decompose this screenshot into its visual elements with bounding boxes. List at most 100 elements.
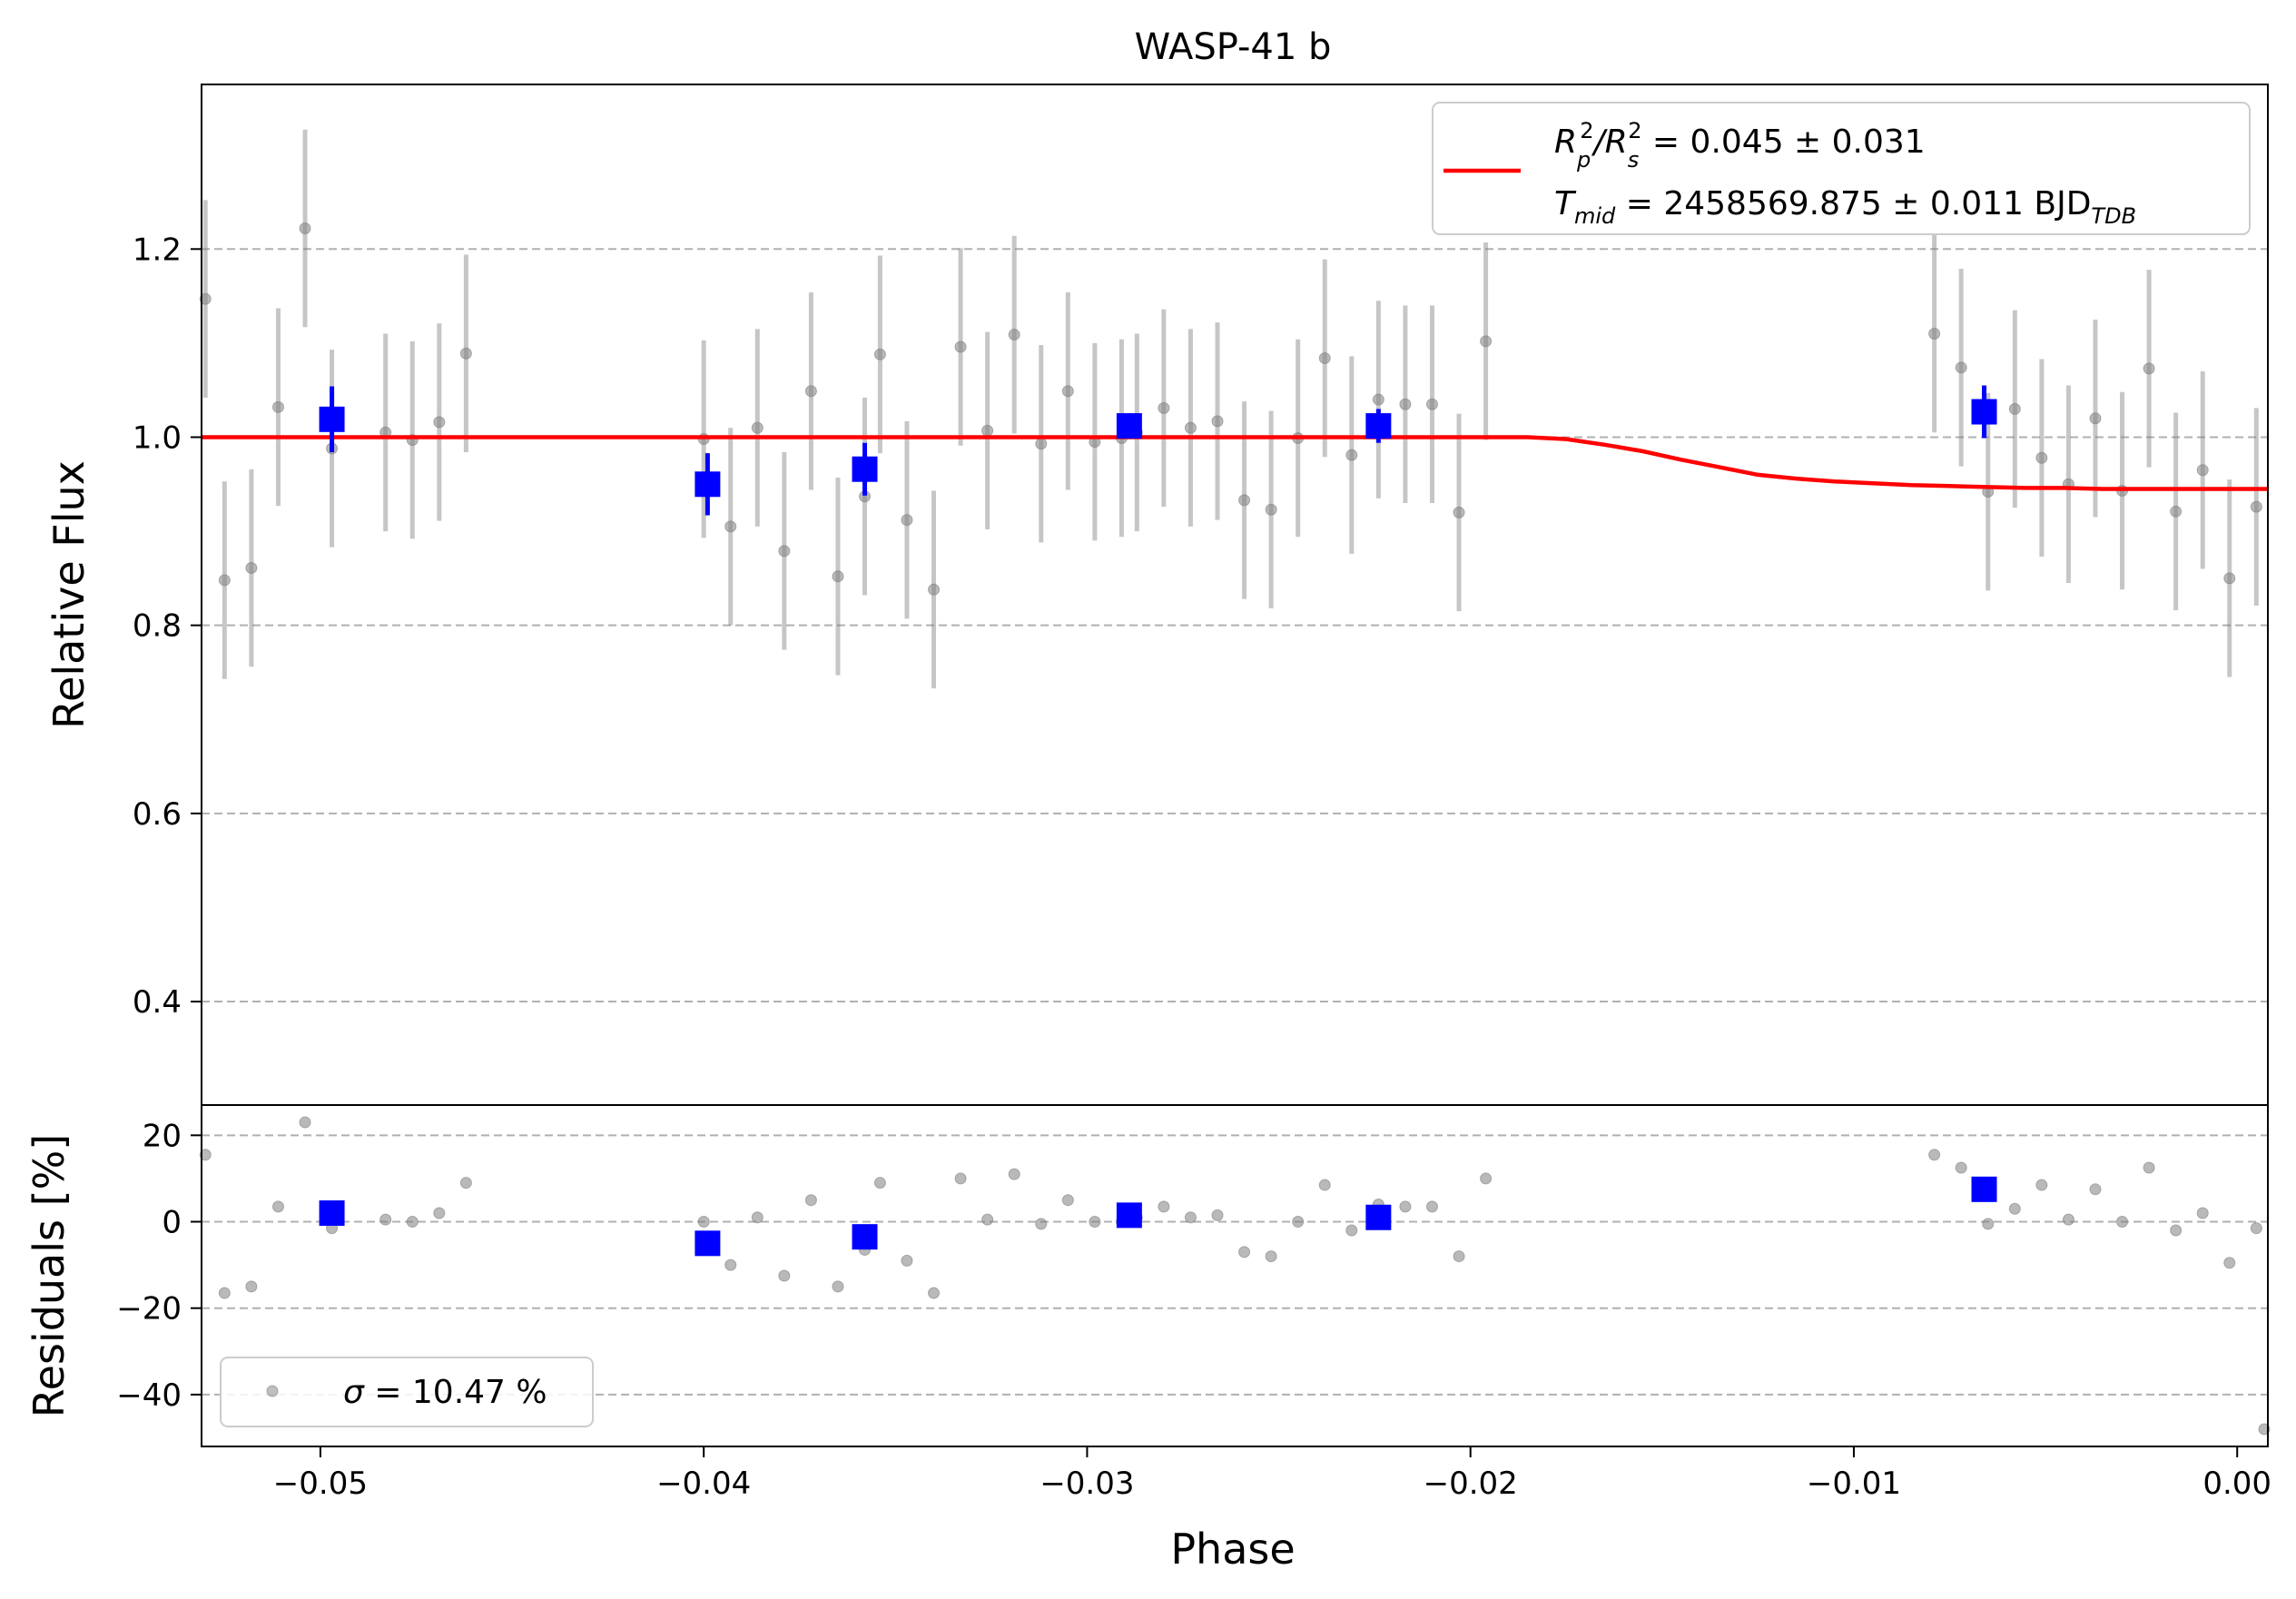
top-binned-point (1971, 399, 1997, 425)
bottom-y-tick-label: −40 (116, 1377, 182, 1414)
bottom-binned-point (695, 1230, 721, 1257)
top-legend-box (1432, 102, 2251, 235)
bottom-data-point (1955, 1161, 1967, 1174)
bottom-binned-points (319, 1176, 1997, 1257)
bottom-data-point (2143, 1161, 2155, 1174)
top-y-tick-label: 1.2 (133, 232, 182, 268)
top-data-point (271, 400, 284, 413)
bottom-gridlines (202, 1134, 2268, 1396)
bottom-y-ticks: −40 −20 0 20 (116, 1118, 202, 1414)
top-data-point (1318, 351, 1331, 364)
top-binned-point (319, 406, 345, 432)
top-data-point (1211, 415, 1224, 428)
bottom-data-point (1292, 1216, 1305, 1229)
top-y-tick-label: 0.4 (133, 984, 182, 1021)
bottom-data-point (1158, 1200, 1170, 1213)
bottom-data-point (1265, 1250, 1277, 1263)
top-data-point (1453, 506, 1465, 518)
top-data-point (1061, 385, 1074, 398)
bottom-data-point (697, 1216, 710, 1229)
bottom-data-point (832, 1280, 844, 1293)
bottom-data-point (459, 1177, 472, 1189)
bottom-data-point (2250, 1222, 2262, 1235)
bottom-data-point (2223, 1257, 2236, 1269)
top-y-tick-label: 1.0 (133, 419, 182, 456)
bottom-data-point (1453, 1250, 1465, 1263)
top-data-point (218, 574, 231, 587)
x-axis-label: Phase (1170, 1525, 1295, 1574)
top-binned-points (319, 385, 1997, 516)
top-data-point (1955, 361, 1967, 374)
bottom-data-point (406, 1216, 419, 1229)
bottom-data-point (2035, 1179, 2048, 1191)
bottom-data-point (199, 1149, 212, 1161)
chart-title: WASP-41 b (1135, 26, 1332, 68)
bottom-data-point (2089, 1183, 2102, 1196)
top-data-point (901, 514, 913, 527)
top-data-point (1035, 438, 1048, 450)
legend-radius-ratio: Rp2/Rs2 = 0.045 ± 0.031 (1554, 118, 1926, 173)
top-legend: Rp2/Rs2 = 0.045 ± 0.031 Tmid = 2458569.8… (1432, 102, 2251, 235)
top-panel: 0.4 0.6 0.8 1.0 1.2 Rp2/Rs2 = 0.045 ± 0.031 … (44, 84, 2269, 1106)
bottom-data-point (1318, 1179, 1331, 1191)
bottom-data-point (1184, 1211, 1197, 1224)
top-data-point (2143, 362, 2155, 375)
bottom-data-point (2008, 1202, 2021, 1215)
top-data-point (1184, 421, 1197, 434)
bottom-data-point (981, 1213, 994, 1226)
top-binned-point (1116, 413, 1142, 439)
top-data-point (751, 421, 764, 434)
bottom-data-point (271, 1200, 284, 1213)
bottom-y-tick-label: 20 (143, 1118, 182, 1154)
top-data-point (1425, 398, 1438, 410)
top-data-point (1238, 494, 1251, 507)
top-data-point (1928, 328, 1941, 341)
top-y-tick-label: 0.6 (133, 796, 182, 833)
x-tick-label: −0.03 (1040, 1466, 1134, 1502)
top-data-point (804, 385, 817, 398)
bottom-data-point (1035, 1218, 1048, 1230)
bottom-data-point (751, 1211, 764, 1224)
top-data-point (724, 520, 737, 533)
top-binned-point (1365, 413, 1392, 439)
bottom-data-point (954, 1172, 967, 1185)
bottom-data-point (2170, 1224, 2183, 1237)
top-data-point (2196, 464, 2209, 477)
bottom-data-point (379, 1213, 392, 1226)
top-data-point (2170, 505, 2183, 518)
top-data-point (2008, 402, 2021, 415)
top-data-point (1480, 335, 1493, 348)
bottom-data-point (1211, 1209, 1224, 1221)
top-data-point (873, 348, 886, 360)
bottom-data-point (873, 1177, 886, 1189)
bottom-data-point (804, 1194, 817, 1207)
top-data-point (2250, 500, 2262, 513)
top-data-point (245, 561, 258, 574)
bottom-data-point (1008, 1168, 1020, 1180)
top-data-point (1345, 449, 1358, 461)
top-y-ticks: 0.4 0.6 0.8 1.0 1.2 (133, 232, 202, 1021)
bottom-binned-point (852, 1224, 878, 1250)
top-data-point (1008, 329, 1020, 341)
bottom-data-point (2062, 1213, 2074, 1226)
bottom-data-point (299, 1116, 311, 1129)
bottom-y-tick-label: 0 (162, 1205, 182, 1241)
bottom-legend: σ = 10.47 % (220, 1357, 594, 1427)
legend-sigma: σ = 10.47 % (343, 1374, 547, 1411)
bottom-data-point (245, 1280, 258, 1293)
top-data-point (778, 545, 791, 558)
bottom-data-point (928, 1287, 941, 1299)
bottom-binned-point (1971, 1176, 1997, 1202)
x-tick-label: −0.01 (1807, 1466, 1901, 1502)
bottom-data-point (2196, 1207, 2209, 1219)
bottom-data-point (1480, 1172, 1493, 1185)
top-y-tick-label: 0.8 (133, 608, 182, 645)
transit-model-line (202, 435, 2268, 491)
x-tick-label: −0.04 (656, 1466, 751, 1502)
legend-mid-time: Tmid = 2458569.875 ± 0.011 BJDTDB (1554, 185, 2136, 229)
bottom-y-tick-label: −20 (116, 1291, 182, 1328)
bottom-data-point (2116, 1216, 2129, 1229)
